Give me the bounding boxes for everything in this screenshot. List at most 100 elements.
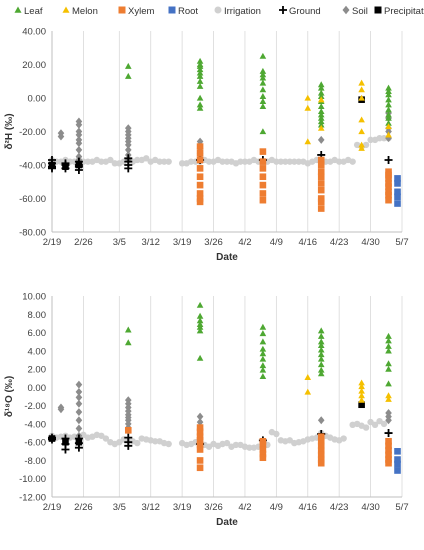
point-leaf bbox=[259, 67, 267, 74]
point-soil bbox=[75, 387, 83, 396]
x-axis-title: Date bbox=[216, 252, 238, 263]
point-leaf bbox=[317, 346, 325, 353]
point-leaf bbox=[259, 350, 267, 357]
point-leaf bbox=[124, 72, 132, 79]
x-tick-label: 3/5 bbox=[113, 502, 126, 513]
point-leaf bbox=[385, 96, 392, 103]
point-ground bbox=[384, 155, 393, 164]
point-leaf bbox=[385, 119, 392, 126]
point-xylem bbox=[259, 181, 267, 189]
point-soil bbox=[75, 408, 83, 416]
point-soil bbox=[317, 416, 325, 425]
point-melon bbox=[304, 374, 312, 380]
legend-marker-irrigation bbox=[214, 6, 222, 14]
point-soil bbox=[75, 139, 83, 148]
point-soil bbox=[124, 140, 132, 149]
point-leaf bbox=[385, 380, 392, 387]
x-tick-label: 4/9 bbox=[270, 502, 283, 513]
point-root bbox=[394, 180, 401, 187]
point-precipitation bbox=[358, 401, 365, 409]
legend-item-irrigation: Irrigation bbox=[214, 6, 261, 17]
y-tick-label: 0.00 bbox=[28, 94, 47, 105]
legend-label: Xylem bbox=[128, 6, 154, 17]
point-irrigation bbox=[160, 158, 168, 165]
legend-label: Root bbox=[178, 6, 198, 17]
point-xylem bbox=[259, 450, 267, 458]
y-tick-label: 20.00 bbox=[22, 60, 46, 71]
point-irrigation bbox=[111, 160, 119, 167]
point-xylem bbox=[385, 175, 392, 182]
y-tick-label: 6.00 bbox=[28, 328, 47, 339]
point-ground bbox=[384, 429, 393, 438]
series-melon bbox=[304, 79, 392, 151]
y-tick-label: 0.00 bbox=[28, 383, 47, 394]
point-xylem bbox=[124, 427, 132, 434]
point-xylem bbox=[317, 168, 325, 175]
point-xylem bbox=[196, 149, 204, 157]
x-tick-label: 2/19 bbox=[43, 237, 62, 248]
x-tick-label: 2/19 bbox=[43, 502, 62, 513]
y-tick-label: -2.00 bbox=[24, 401, 46, 412]
point-irrigation bbox=[187, 158, 195, 165]
point-irrigation bbox=[273, 158, 280, 165]
point-irrigation bbox=[223, 439, 231, 447]
legend: Leaf Melon Xylem Root Irrigation Ground Soil Pr… bbox=[14, 5, 424, 17]
point-melon bbox=[358, 383, 365, 390]
point-irrigation bbox=[380, 135, 388, 142]
point-xylem bbox=[259, 148, 267, 155]
point-ground bbox=[124, 164, 133, 173]
point-root bbox=[394, 456, 401, 463]
point-xylem bbox=[196, 446, 204, 453]
legend-item-melon: Melon bbox=[62, 6, 98, 17]
point-melon bbox=[358, 144, 365, 151]
point-xylem bbox=[317, 205, 325, 212]
point-leaf bbox=[259, 79, 267, 86]
point-leaf bbox=[385, 101, 392, 108]
x-tick-label: 4/23 bbox=[330, 502, 349, 513]
point-melon bbox=[358, 392, 365, 399]
point-leaf bbox=[259, 93, 267, 99]
point-soil bbox=[75, 424, 83, 433]
x-tick-label: 3/19 bbox=[173, 502, 192, 513]
point-irrigation bbox=[134, 156, 141, 164]
point-melon bbox=[358, 379, 365, 386]
point-leaf bbox=[196, 66, 204, 73]
point-leaf bbox=[385, 347, 392, 354]
point-melon bbox=[304, 104, 312, 111]
point-xylem bbox=[317, 433, 325, 440]
legend-marker-xylem bbox=[118, 6, 126, 14]
point-leaf bbox=[317, 121, 325, 128]
point-xylem bbox=[259, 446, 267, 453]
x-tick-label: 2/26 bbox=[74, 502, 93, 513]
x-tick-label: 3/26 bbox=[204, 237, 223, 248]
point-irrigation bbox=[380, 420, 388, 428]
point-leaf bbox=[196, 82, 204, 89]
chart-oxygen18: 10.00 8.00 6.00 4.00 2.00 0.00 -2.00 -4.00 -6.00… bbox=[4, 292, 409, 529]
point-leaf bbox=[317, 118, 325, 125]
series-irrigation bbox=[48, 417, 388, 451]
y-tick-label: -12.00 bbox=[19, 493, 46, 504]
point-xylem bbox=[196, 156, 204, 164]
point-irrigation bbox=[335, 158, 343, 165]
point-leaf bbox=[259, 86, 267, 93]
point-xylem bbox=[385, 451, 392, 459]
point-precipitation bbox=[75, 161, 83, 169]
point-irrigation bbox=[371, 421, 379, 429]
point-leaf bbox=[385, 114, 392, 121]
x-tick-label: 5/7 bbox=[395, 502, 408, 513]
point-melon bbox=[358, 387, 365, 394]
point-xylem bbox=[196, 464, 204, 472]
point-irrigation bbox=[291, 158, 298, 165]
point-melon bbox=[385, 123, 392, 130]
legend-label: Melon bbox=[72, 6, 98, 17]
x-tick-label: 3/26 bbox=[204, 502, 223, 513]
y-tick-label: -20.00 bbox=[19, 127, 46, 138]
y-tick-label: 8.00 bbox=[28, 310, 47, 321]
point-soil bbox=[75, 416, 83, 425]
point-leaf bbox=[259, 128, 267, 135]
point-irrigation bbox=[349, 158, 356, 165]
point-xylem bbox=[385, 437, 392, 445]
y-tick-label: 40.00 bbox=[22, 27, 46, 38]
point-leaf bbox=[385, 91, 392, 98]
y-tick-label: -6.00 bbox=[24, 438, 46, 449]
